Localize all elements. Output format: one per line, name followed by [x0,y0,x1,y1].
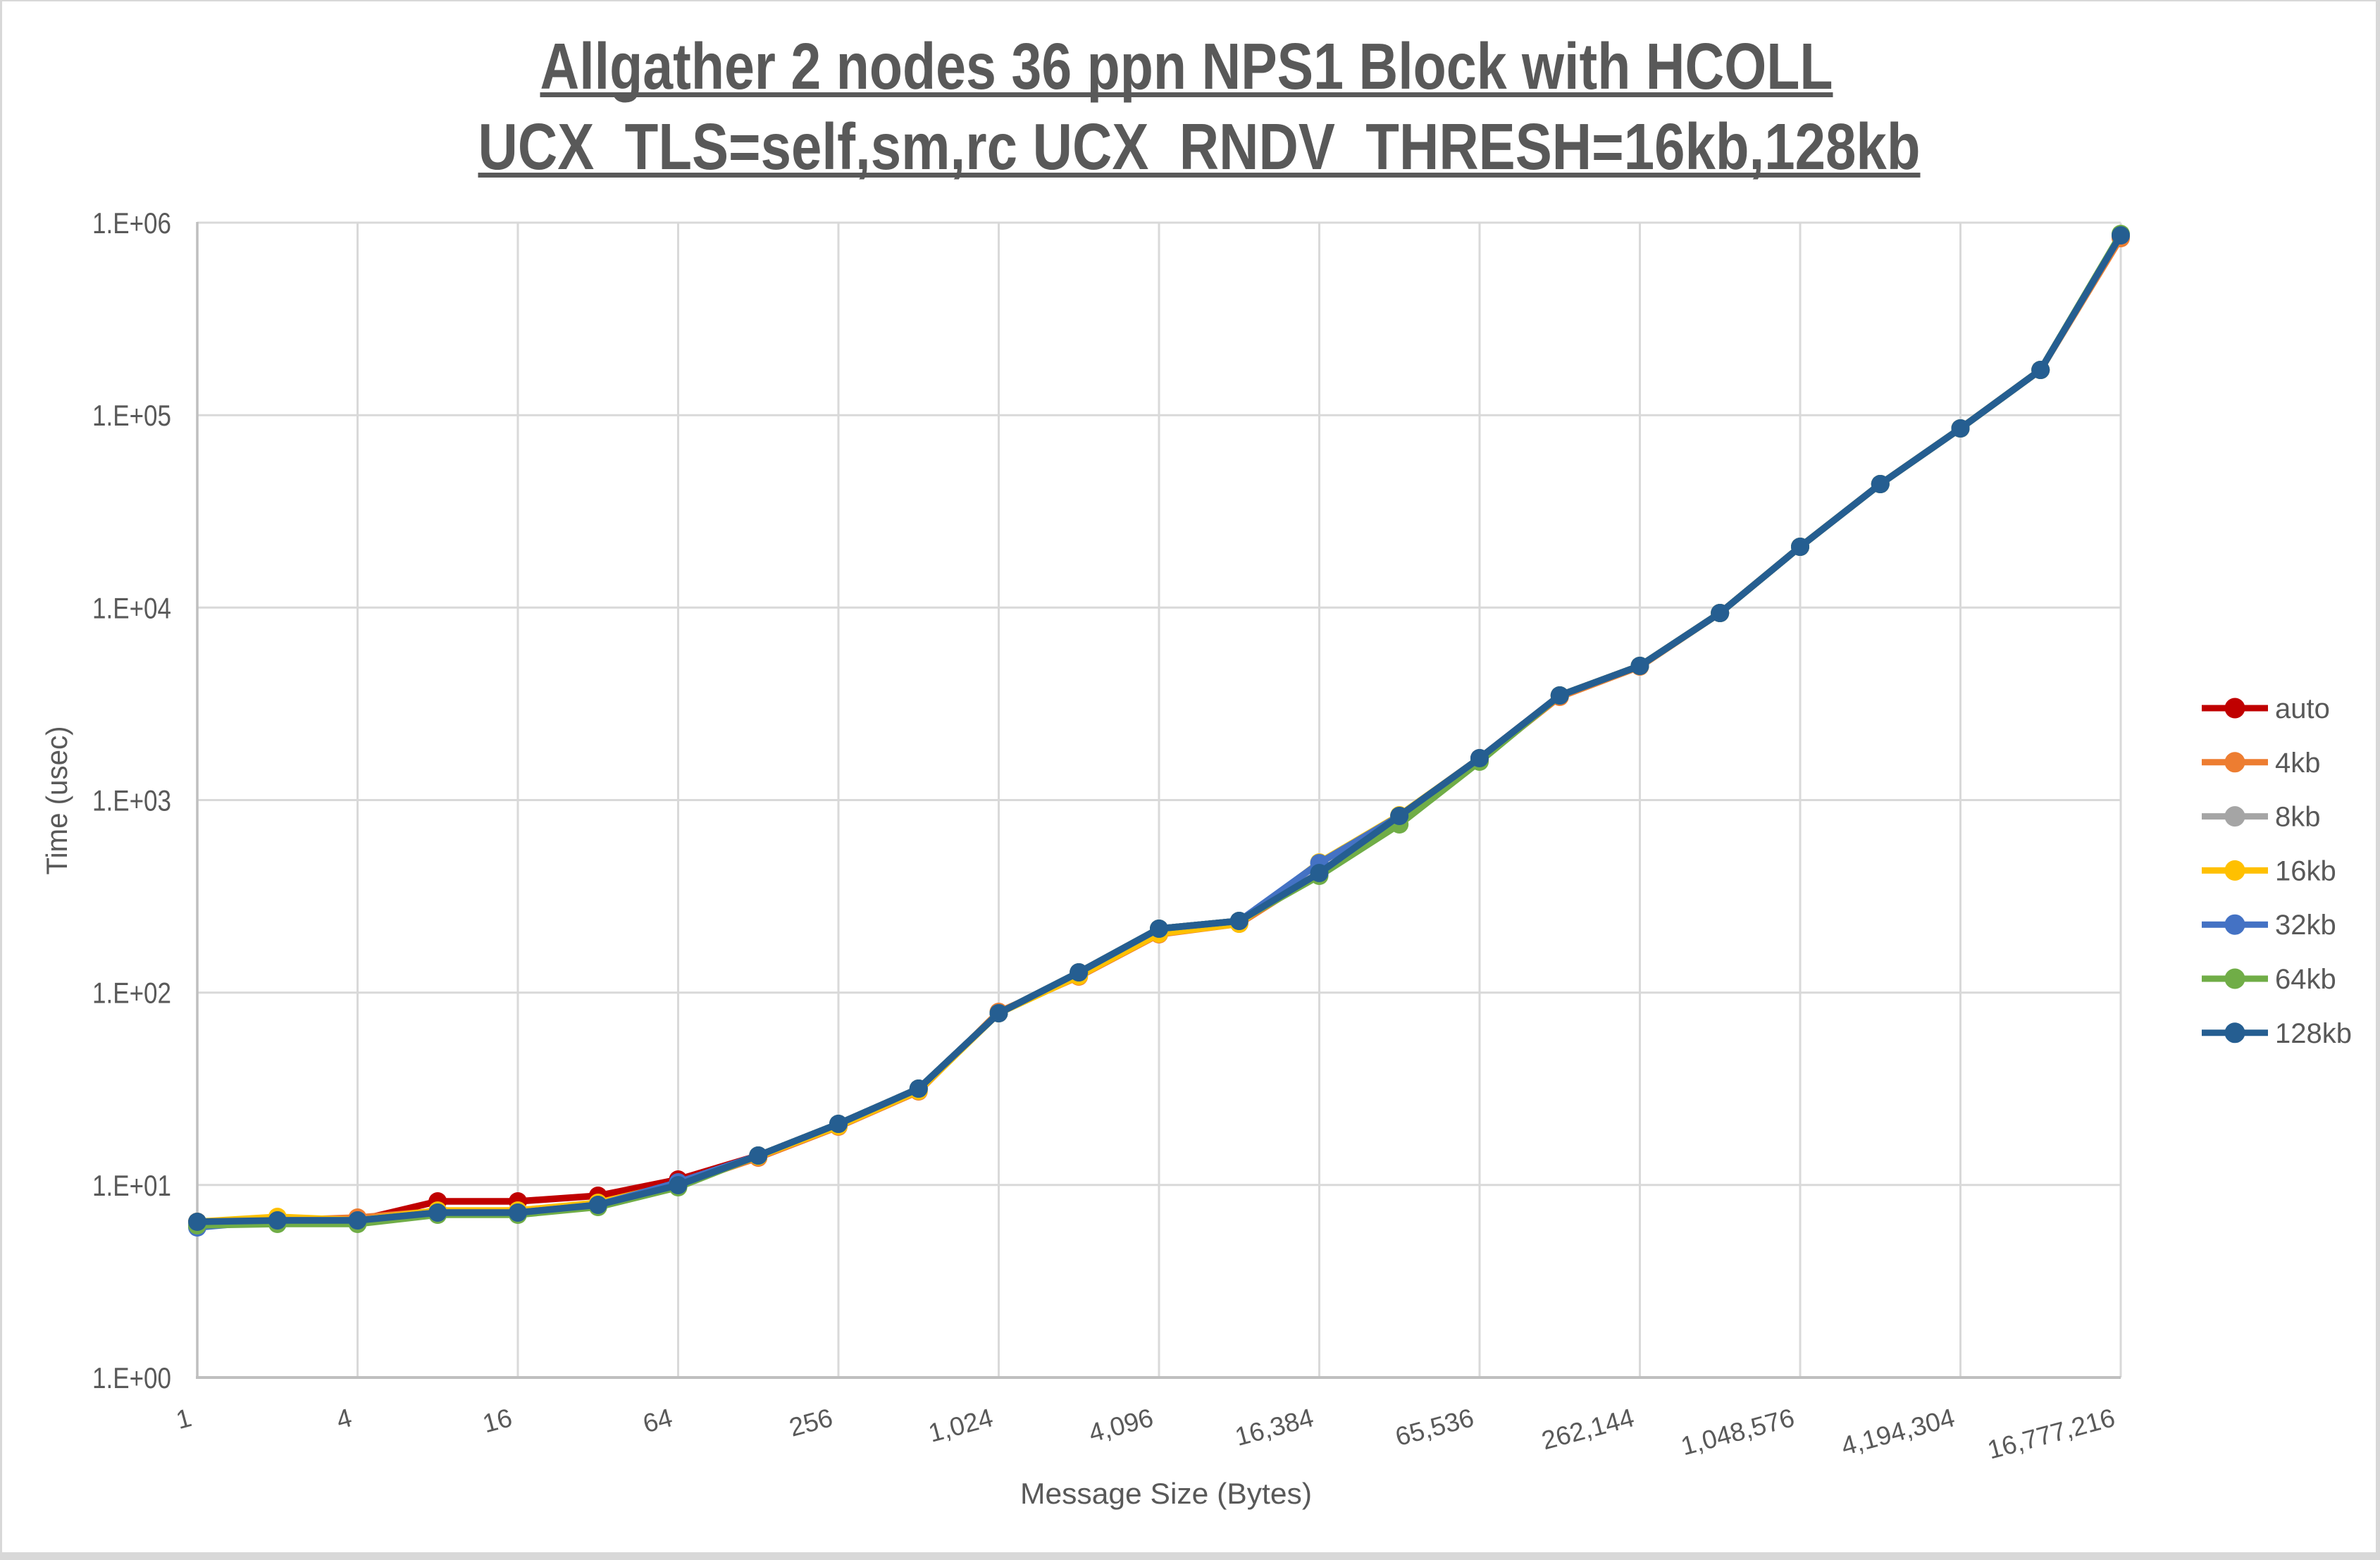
svg-text:1.E+05: 1.E+05 [92,399,171,432]
svg-text:1.E+00: 1.E+00 [92,1361,171,1394]
svg-text:1.E+06: 1.E+06 [92,206,171,240]
svg-text:Time (usec): Time (usec) [40,726,73,875]
svg-text:auto: auto [2275,693,2330,724]
svg-text:16kb: 16kb [2275,855,2336,886]
svg-text:4kb: 4kb [2275,748,2321,779]
svg-text:64kb: 64kb [2275,964,2336,995]
svg-text:32kb: 32kb [2275,910,2336,941]
svg-text:128kb: 128kb [2275,1018,2352,1049]
svg-text:Allgather 2 nodes 36 ppn NPS1: Allgather 2 nodes 36 ppn NPS1 Block with… [540,30,1833,103]
svg-text:Message Size (Bytes): Message Size (Bytes) [1020,1477,1312,1510]
svg-text:1.E+03: 1.E+03 [92,784,171,817]
svg-text:1.E+02: 1.E+02 [92,977,171,1010]
svg-text:UCX_TLS=self,sm,rc UCX_RNDV_TH: UCX_TLS=self,sm,rc UCX_RNDV_THRESH=16kb,… [478,110,1921,183]
svg-text:8kb: 8kb [2275,802,2321,833]
svg-text:1.E+01: 1.E+01 [92,1169,171,1202]
svg-text:1.E+04: 1.E+04 [92,591,171,624]
